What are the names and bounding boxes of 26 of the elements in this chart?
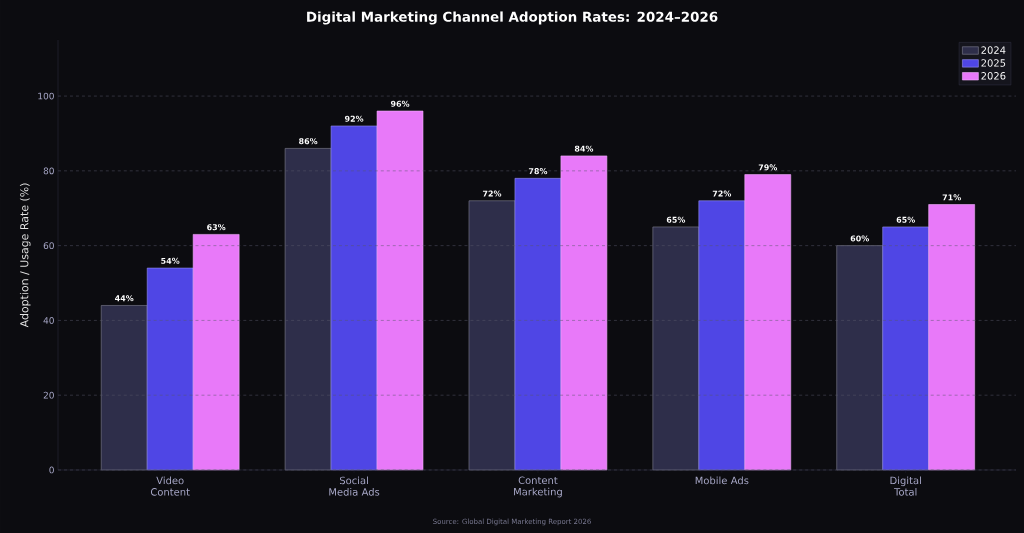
y-tick-label: 80 xyxy=(43,167,54,175)
x-tick-label: Content Marketing xyxy=(514,476,562,498)
bar xyxy=(330,125,378,471)
bar xyxy=(698,200,746,471)
x-tick-label: Digital Total xyxy=(890,476,921,496)
bar xyxy=(882,226,929,471)
bar xyxy=(376,110,424,471)
y-tick-label: 40 xyxy=(43,317,54,324)
bar xyxy=(560,155,608,471)
legend-label: 2026 xyxy=(981,72,1006,80)
legend-label: 2024 xyxy=(981,46,1006,54)
y-tick-label: 100 xyxy=(38,92,54,100)
bar xyxy=(192,234,240,471)
legend-label: 2025 xyxy=(981,59,1006,67)
bar xyxy=(146,267,194,471)
bar xyxy=(744,174,792,471)
x-tick-label: Social Media Ads xyxy=(329,476,380,496)
chart-title: Digital Marketing Channel Adoption Rates: 2024–2026 xyxy=(307,11,718,25)
y-tick-label: 60 xyxy=(43,242,54,250)
x-tick-label: Video Content xyxy=(150,476,190,496)
y-axis-title: Adoption / Usage Rate (%) xyxy=(19,183,31,328)
bar xyxy=(514,178,562,471)
y-tick-label: 0 xyxy=(49,466,54,474)
bar xyxy=(928,204,975,471)
y-tick-label: 20 xyxy=(43,391,54,399)
x-tick-label: Mobile Ads xyxy=(695,476,749,485)
